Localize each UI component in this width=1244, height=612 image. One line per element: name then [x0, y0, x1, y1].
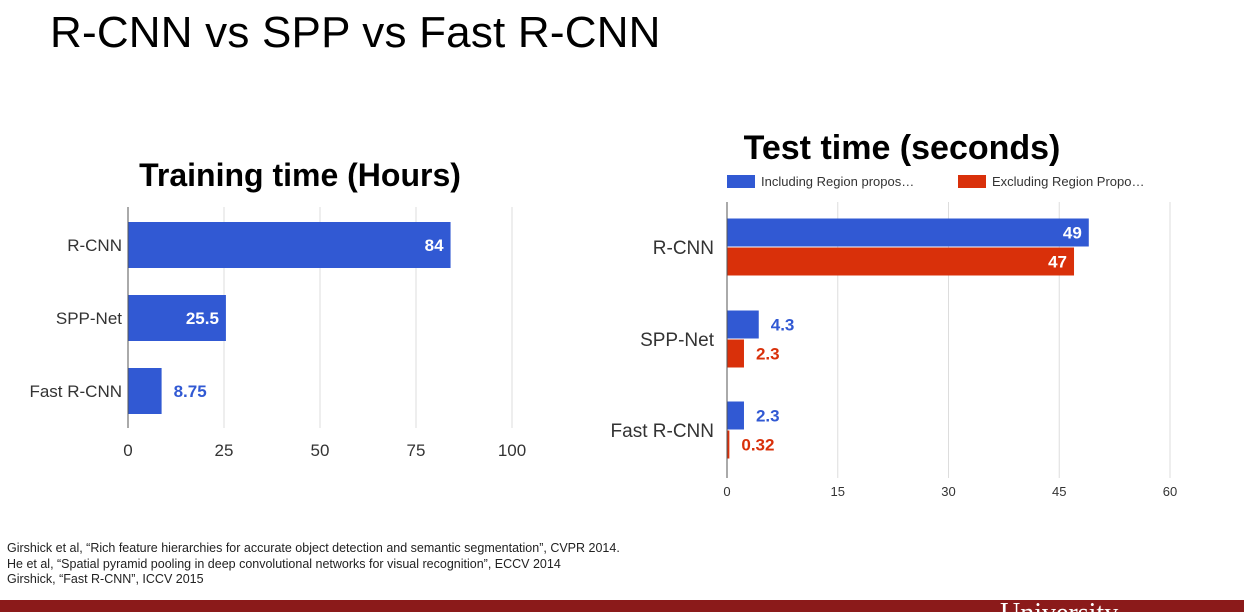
chart2-value-label-1-2: 4.3 — [771, 316, 795, 335]
chart2-x-tick-label-1: 15 — [831, 484, 845, 499]
chart2-x-tick-label-3: 45 — [1052, 484, 1066, 499]
footer-logo-text: University — [1000, 600, 1118, 612]
reference-2: He et al, “Spatial pyramid pooling in de… — [7, 556, 561, 571]
chart2-x-tick-label-4: 60 — [1163, 484, 1177, 499]
chart2-legend-swatch-2 — [958, 175, 986, 188]
chart2-value-label-2-2: 2.3 — [756, 345, 780, 364]
reference-3: Girshick, “Fast R-CNN”, ICCV 2015 — [7, 572, 204, 586]
chart1-x-tick-label-4: 100 — [498, 441, 526, 460]
chart2-bar-1-1 — [727, 218, 1089, 247]
chart2-legend-swatch-1 — [727, 175, 755, 188]
chart2-bar-1-2 — [727, 310, 759, 339]
chart2-value-label-2-1: 47 — [1048, 253, 1067, 272]
chart2-bar-2-3 — [727, 430, 730, 459]
charts-canvas: Training time (Hours) 0 25 50 75 100 R-CNN 84 SP… — [29, 129, 1177, 499]
chart1-x-tick-label-2: 50 — [311, 441, 330, 460]
chart1-bar-1-3 — [128, 368, 162, 414]
chart1-value-label-1-3: 8.75 — [174, 382, 207, 401]
slide-title: R-CNN vs SPP vs Fast R-CNN — [50, 8, 661, 57]
chart1-value-label-1-2: 25.5 — [186, 309, 219, 328]
chart2-bar-2-1 — [727, 247, 1075, 276]
chart1-category-label-2: SPP-Net — [56, 309, 122, 328]
chart2-x-tick-label-0: 0 — [723, 484, 730, 499]
footer-bar: University — [0, 600, 1244, 612]
chart1-category-label-3: Fast R-CNN — [29, 382, 122, 401]
chart2-value-label-1-1: 49 — [1063, 224, 1082, 243]
chart1-value-label-1-1: 84 — [425, 236, 444, 255]
chart2-bar-1-3 — [727, 401, 744, 430]
chart2-legend-label-1: Including Region propos… — [761, 174, 914, 189]
chart1-bar-1-2 — [128, 295, 226, 341]
chart2-title: Test time (seconds) — [744, 129, 1061, 167]
chart2-value-label-1-3: 2.3 — [756, 407, 780, 426]
chart2-category-label-2: SPP-Net — [640, 330, 715, 351]
chart2-category-label-1: R-CNN — [653, 238, 714, 259]
chart2-bar-2-2 — [727, 339, 744, 368]
chart1-bar-1-1 — [128, 222, 451, 268]
chart1-title: Training time (Hours) — [139, 157, 461, 193]
chart2-legend-label-2: Excluding Region Propo… — [992, 174, 1144, 189]
chart2-category-label-3: Fast R-CNN — [611, 421, 714, 442]
reference-1: Girshick et al, “Rich feature hierarchie… — [7, 541, 620, 555]
references: Girshick et al, “Rich feature hierarchie… — [7, 541, 620, 588]
chart2-value-label-2-3: 0.32 — [741, 436, 774, 455]
chart1-x-tick-label-1: 25 — [215, 441, 234, 460]
chart2-x-tick-label-2: 30 — [941, 484, 955, 499]
chart1-x-tick-label-0: 0 — [123, 441, 132, 460]
chart1-x-tick-label-3: 75 — [407, 441, 426, 460]
chart1-category-label-1: R-CNN — [67, 236, 122, 255]
